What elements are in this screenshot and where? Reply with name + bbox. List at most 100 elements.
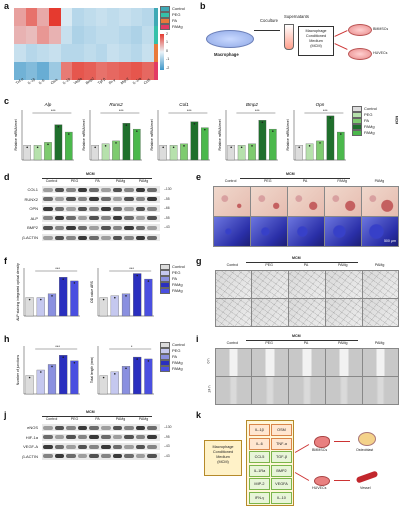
heatmap-cell: [60, 8, 73, 27]
data-point: [68, 133, 70, 135]
data-point: [261, 121, 264, 124]
data-point: [162, 146, 164, 149]
heatmap-scale-tick: 1: [166, 40, 168, 45]
micrograph-tile: [324, 375, 363, 405]
blot-band: [124, 235, 134, 240]
bar: [144, 278, 153, 317]
blot-band: [101, 197, 111, 202]
bar-chart: Opn Relative mRNA level ***: [286, 102, 346, 161]
bar: [248, 143, 256, 161]
grid-column-label: PAMg: [374, 179, 385, 183]
bar: [33, 145, 42, 161]
panel-label-j: j: [4, 410, 7, 420]
blot-band: [124, 444, 134, 449]
blot-molecular-weight: –130: [164, 425, 172, 429]
legend-text: PA: [172, 354, 178, 360]
data-point: [40, 298, 42, 301]
heatmap-cell: [119, 62, 131, 81]
blot-band: [77, 225, 88, 230]
bar: [25, 375, 34, 395]
blot-column-label: PAMg: [115, 417, 126, 421]
heatmap-cell: [142, 62, 155, 81]
legend-swatch: [160, 354, 170, 361]
k-arrow-right-icon-2: [334, 480, 350, 481]
blot-row: [42, 443, 160, 451]
blot-band: [54, 454, 65, 459]
y-axis-label: Relative mRNA level: [82, 119, 86, 150]
heatmap-cell: [95, 62, 108, 81]
k-factor-grid: IL-1β OSM IL-6 TNF-α CCL5 TGF-β IL-1Ra BMP2 MIP-…: [246, 420, 294, 506]
heatmap-cell: [130, 8, 143, 27]
blot-band: [66, 197, 76, 202]
legend-swatch: [160, 264, 170, 270]
legend-tag: MCM: [394, 115, 399, 125]
data-point: [172, 146, 175, 149]
bar: [133, 128, 141, 161]
stain-e-header: MCM: [286, 172, 295, 176]
data-point: [147, 280, 150, 282]
heatmap-group-label: PA: [160, 18, 194, 25]
micrograph-tile: [212, 185, 251, 217]
blot-band: [89, 197, 99, 202]
micrograph-tile: [288, 297, 326, 327]
heatmap-cell: [130, 44, 143, 63]
k-factor: IL-1Ra: [249, 464, 270, 477]
data-point: [94, 146, 96, 149]
chart-title: Col1: [179, 102, 189, 107]
heatmap-scale-bar: [160, 34, 164, 70]
legend-item: Control: [352, 106, 398, 112]
significance-label: ***: [119, 108, 124, 113]
bar: [201, 127, 209, 161]
blot-molecular-weight: –130: [164, 187, 172, 191]
blot-band: [112, 435, 123, 440]
data-point: [240, 146, 243, 149]
heatmap-cell: [72, 62, 85, 81]
bar: [47, 364, 57, 395]
legend-text: PAMg: [364, 124, 375, 130]
heatmap-cell: [95, 44, 108, 63]
blot-d-columns: Control PEG PA PAMg PAMg: [40, 179, 156, 185]
heatmap-scale-tick: -1: [166, 57, 170, 62]
tube-g-header: MCM: [292, 256, 301, 260]
bar: [237, 145, 246, 161]
data-point: [114, 296, 116, 299]
bar: [36, 369, 45, 395]
blot-column-label: Control: [45, 417, 58, 421]
panel-label-e: e: [196, 172, 202, 182]
legend-swatch: [160, 342, 170, 348]
heatmap-gene-labels: Tnf-α IL-1β IL-6 Osm IL-10 Vegfa Bmp2 Tgf-β Ifn-…: [14, 77, 154, 92]
data-point: [319, 142, 321, 144]
blot-band: [101, 216, 111, 221]
blot-band: [66, 425, 76, 430]
k-factor: CCL5: [249, 451, 270, 463]
data-point: [51, 295, 53, 297]
k-vessel-label: Vessel: [360, 486, 371, 490]
blot-band: [147, 444, 157, 449]
blot-row-label: HIF-1α: [25, 434, 38, 440]
macrophage-dish-icon: [206, 30, 254, 48]
legend-item: PAMg: [352, 130, 398, 137]
blot-row: [42, 205, 160, 213]
chart-title: Alp: [44, 102, 52, 107]
k-factor: TGF-β: [271, 451, 292, 463]
blot-row: [42, 224, 160, 232]
legend-item: PA: [160, 276, 200, 283]
blot-band: [89, 225, 99, 230]
blot-j: eNOS –130 HIF-1α –95 VEGF-A –43 β-ACTIN –43: [4, 424, 184, 474]
blot-band: [124, 225, 134, 230]
blot-band: [66, 206, 76, 211]
k-mcm-line-1: Macrophage: [212, 445, 234, 449]
blot-molecular-weight: –66: [164, 206, 170, 211]
blot-band: [89, 206, 99, 211]
blot-band: [89, 444, 99, 449]
micrograph-tile: [251, 269, 290, 299]
heatmap-cell: [14, 26, 26, 45]
blot-band: [101, 235, 111, 240]
blot-band: [124, 206, 134, 211]
k-factor: OSM: [271, 424, 292, 436]
legend-swatch: [352, 118, 362, 125]
y-axis-label: Relative mRNA level: [218, 119, 222, 150]
k-huvecs-label: HUVECs: [312, 486, 327, 490]
bar: [121, 366, 131, 395]
blot-band: [135, 235, 146, 240]
